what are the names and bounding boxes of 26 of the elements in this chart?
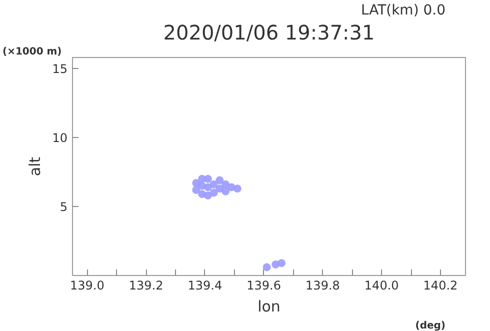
- x-tick-label: 139.8: [306, 278, 340, 292]
- point: [222, 187, 230, 196]
- y-tick-label: 5: [60, 200, 68, 214]
- x-tick-label: 140.2: [423, 278, 458, 292]
- point: [210, 188, 218, 197]
- point: [216, 176, 224, 184]
- point: [278, 259, 286, 268]
- x-tick-label: 139.2: [128, 278, 164, 292]
- point: [210, 180, 218, 188]
- x-tick-label: 139.4: [188, 278, 222, 292]
- x-axis-title: lon: [258, 298, 280, 316]
- text: LAT(km) 0.0: [360, 2, 446, 18]
- x-tick-label: 139.0: [70, 278, 104, 292]
- chart-title: 2020/01/06 19:37:31: [163, 20, 375, 44]
- y-axis-title: alt: [26, 156, 44, 176]
- point: [204, 191, 212, 200]
- y-tick-label: 10: [52, 131, 68, 146]
- text: (×1000 m): [2, 46, 62, 58]
- point: [222, 180, 230, 188]
- text: (deg): [415, 320, 446, 331]
- x-tick-label: 139.6: [246, 278, 282, 292]
- point: [233, 184, 242, 193]
- point: [204, 174, 212, 183]
- point: [262, 263, 271, 272]
- y-tick-label: 15: [52, 62, 68, 76]
- x-tick-label: 140.0: [364, 278, 399, 292]
